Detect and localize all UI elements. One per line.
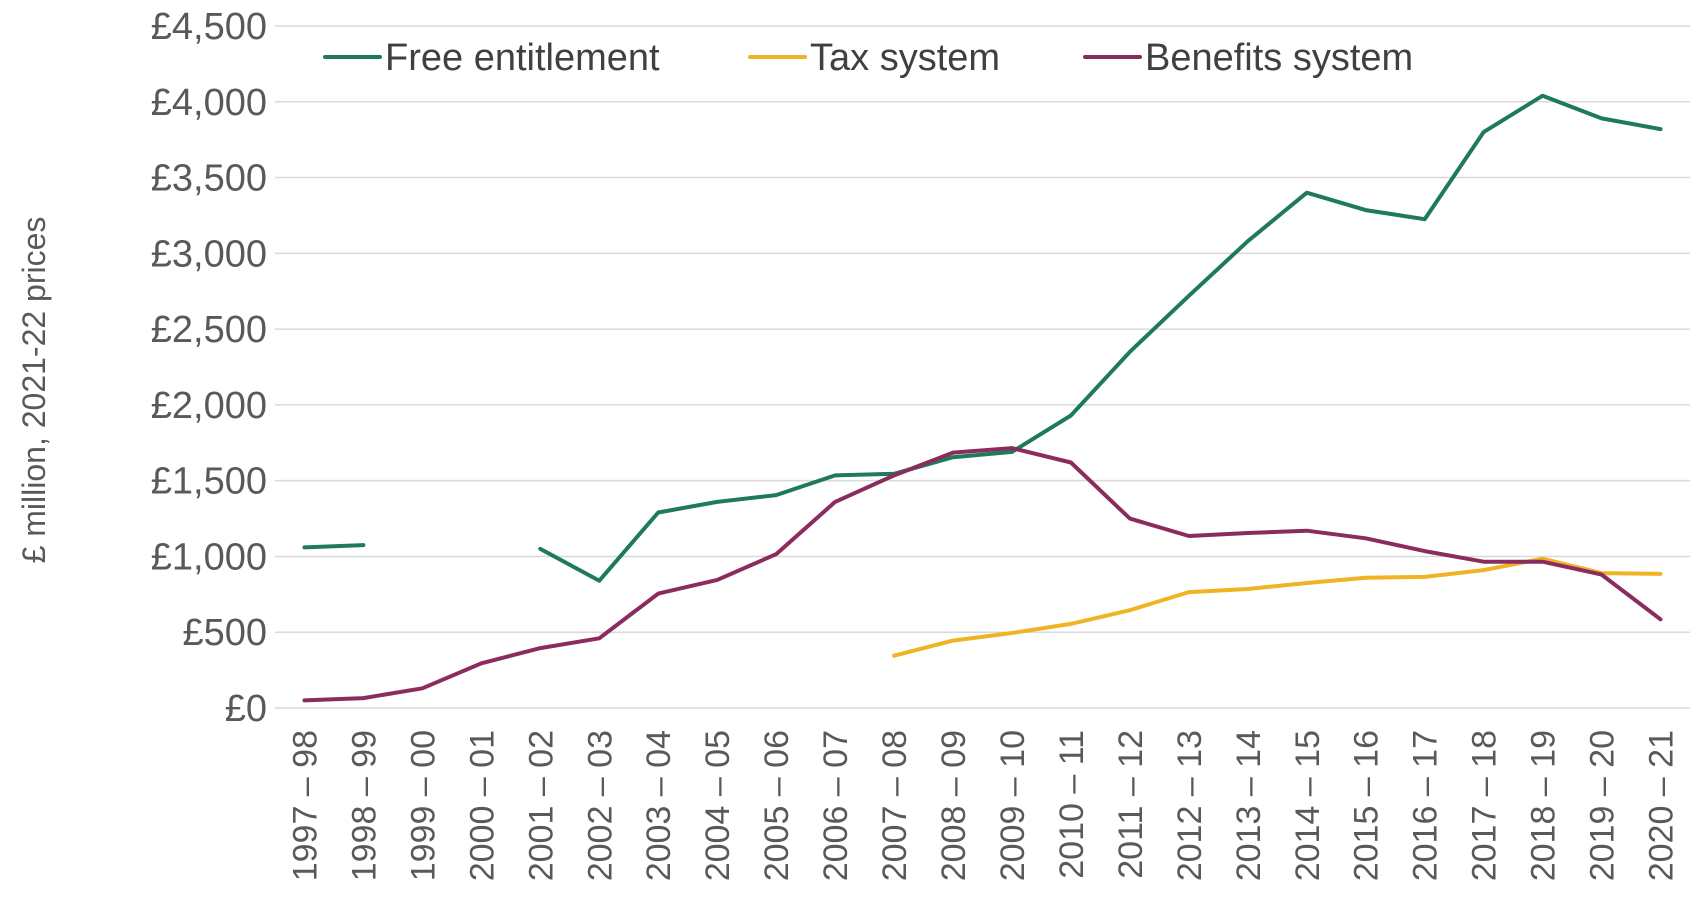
series-line-free-entitlement — [302, 93, 1663, 583]
y-axis-ticks: £0 £500 £1,000 £1,500 £2,000 £2,500 £3,000 £3,5… — [151, 6, 267, 730]
x-tick-label: 2000 – 01 — [463, 730, 501, 881]
series-line-tax-system — [892, 556, 1663, 658]
x-tick-label: 1997 – 98 — [286, 730, 324, 881]
x-tick-label: 2010 – 11 — [1053, 730, 1091, 879]
y-tick-label: £0 — [225, 688, 267, 730]
x-tick-label: 2006 – 07 — [817, 730, 855, 881]
x-tick-label: 2004 – 05 — [699, 730, 737, 881]
legend-label: Free entitlement — [385, 37, 660, 79]
y-tick-label: £2,000 — [151, 385, 267, 427]
x-tick-label: 2018 – 19 — [1525, 730, 1563, 881]
y-tick-label: £500 — [182, 612, 267, 654]
series-line-benefits-system — [302, 446, 1663, 703]
x-tick-label: 2015 – 16 — [1348, 730, 1386, 881]
x-tick-label: 2003 – 04 — [640, 730, 678, 881]
x-tick-label: 2016 – 17 — [1407, 730, 1445, 881]
x-tick-label: 2001 – 02 — [522, 730, 560, 881]
x-axis-ticks: 1997 – 98 1998 – 99 1999 – 00 2000 – 01 2001… — [286, 730, 1680, 881]
y-tick-label: £1,000 — [151, 536, 267, 578]
x-tick-label: 1998 – 99 — [345, 730, 383, 881]
legend-label: Tax system — [810, 37, 1000, 79]
grid-lines — [275, 25, 1690, 709]
legend: Free entitlement Tax system Benefits syste… — [323, 37, 1413, 79]
y-tick-label: £1,500 — [151, 461, 267, 503]
x-tick-label: 2009 – 10 — [994, 730, 1032, 881]
x-tick-label: 2013 – 14 — [1230, 730, 1268, 881]
x-tick-label: 2017 – 18 — [1466, 730, 1504, 881]
y-tick-label: £3,500 — [151, 158, 267, 200]
x-tick-label: 2019 – 20 — [1584, 730, 1622, 881]
x-tick-label: 2007 – 08 — [876, 730, 914, 881]
x-tick-label: 2008 – 09 — [935, 730, 973, 881]
series-lines — [302, 93, 1663, 703]
legend-label: Benefits system — [1145, 37, 1413, 79]
x-tick-label: 2014 – 15 — [1289, 730, 1327, 881]
y-tick-label: £2,500 — [151, 309, 267, 351]
y-tick-label: £4,000 — [151, 82, 267, 124]
x-tick-label: 2005 – 06 — [758, 730, 796, 881]
x-tick-label: 2020 – 21 — [1643, 730, 1681, 881]
y-axis-label: £ million, 2021-22 prices — [16, 217, 52, 564]
x-tick-label: 2002 – 03 — [581, 730, 619, 881]
y-tick-label: £3,000 — [151, 233, 267, 275]
x-tick-label: 1999 – 00 — [404, 730, 442, 881]
x-tick-label: 2011 – 12 — [1112, 730, 1150, 879]
x-tick-label: 2012 – 13 — [1171, 730, 1209, 881]
y-tick-label: £4,500 — [151, 6, 267, 48]
